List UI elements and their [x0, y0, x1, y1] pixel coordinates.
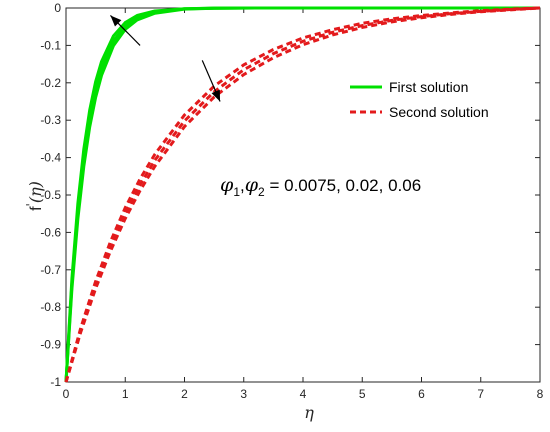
series-line-first-2: [64, 6, 540, 383]
series-line-second-3: [64, 6, 541, 383]
series-layer: [64, 6, 541, 383]
annotation-text: φ1,φ2 = 0.0075, 0.02, 0.06: [220, 174, 421, 199]
y-tick-label-8: -0.8: [40, 300, 61, 314]
y-tick-label-9: -0.9: [40, 338, 61, 352]
y-tick-label-6: -0.6: [40, 225, 61, 239]
legend-label-second: Second solution: [389, 104, 489, 120]
legend-label-first: First solution: [389, 79, 468, 95]
x-tick-label-3: 3: [240, 387, 247, 401]
y-tick-label-0: 0: [54, 1, 61, 15]
y-tick-label-1: -0.1: [40, 38, 61, 52]
legend: First solution Second solution: [345, 69, 523, 127]
parameter-annotation: φ1,φ2 = 0.0075, 0.02, 0.06: [220, 174, 421, 199]
x-tick-label-4: 4: [300, 387, 307, 401]
y-tick-label-3: -0.3: [40, 113, 61, 127]
legend-box: [345, 69, 523, 127]
second-solution-arrow-head: [211, 89, 221, 102]
series-line-second-5: [64, 6, 541, 383]
y-tick-label-4: -0.4: [40, 151, 61, 165]
x-tick-label-7: 7: [477, 387, 484, 401]
y-tick-label-5: -0.5: [40, 188, 61, 202]
y-tick-label-10: -1: [50, 375, 61, 389]
y-axis-label: f'(η): [24, 181, 45, 211]
y-tick-label-2: -0.2: [40, 76, 61, 90]
x-tick-label-2: 2: [181, 387, 188, 401]
x-axis-label: η: [304, 403, 314, 422]
first-solution-arrow-head: [110, 15, 122, 27]
series-line-second-4: [64, 6, 541, 383]
tick-group: 0 1 2 3 4 5 6 7 8 0 -0.1 -0.2 -0.3 -0.4 -0.5 -0.6 -0.7 -0…: [40, 1, 543, 401]
x-tick-label-1: 1: [122, 387, 129, 401]
y-tick-label-7: -0.7: [40, 263, 61, 277]
x-tick-label-0: 0: [63, 387, 70, 401]
arrows-layer: [110, 15, 221, 102]
x-tick-label-5: 5: [359, 387, 366, 401]
x-tick-label-8: 8: [537, 387, 544, 401]
x-tick-label-6: 6: [418, 387, 425, 401]
